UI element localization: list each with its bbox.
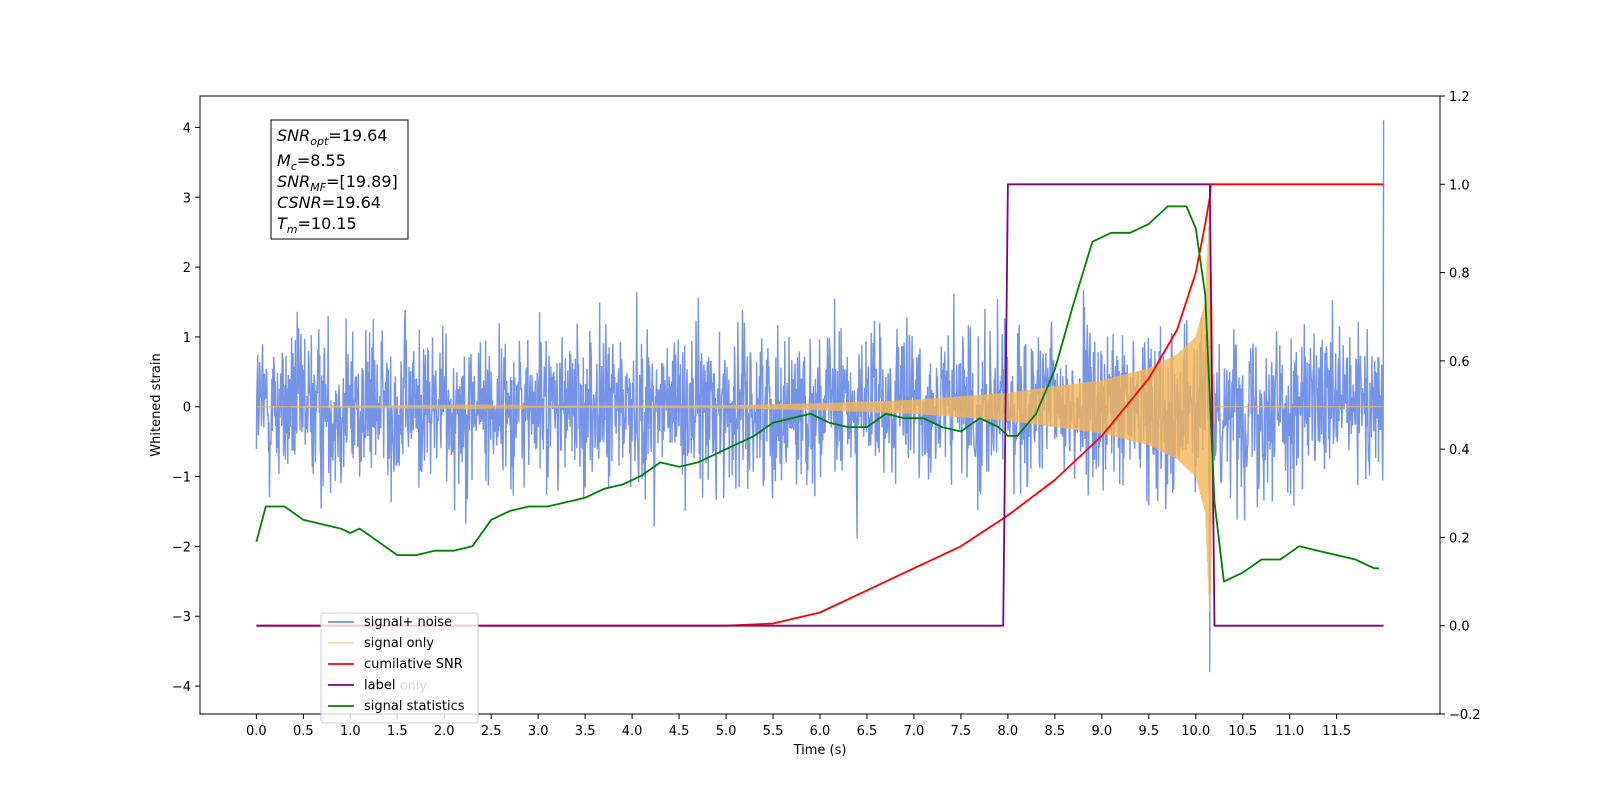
y2-tick-label: 0.2	[1449, 531, 1470, 546]
x-tick-label: 10.5	[1228, 724, 1257, 739]
x-tick-label: 1.5	[387, 724, 408, 739]
y2-tick-label: 1.0	[1449, 178, 1470, 193]
x-tick-label: 0.5	[293, 724, 314, 739]
x-tick-label: 2.5	[481, 724, 502, 739]
annotation-frame	[270, 119, 409, 240]
legend-entry: signal only	[364, 636, 434, 651]
legend-frame	[320, 612, 479, 724]
legend-ghost-entry: label only	[364, 679, 427, 694]
x-tick-label: 11.5	[1322, 724, 1351, 739]
x-tick-label: 5.0	[716, 724, 737, 739]
y-tick-label: −1	[172, 471, 191, 486]
x-tick-label: 10.0	[1181, 724, 1210, 739]
x-tick-label: 9.5	[1138, 724, 1159, 739]
x-tick-label: 5.5	[763, 724, 784, 739]
y-tick-label: 1	[183, 331, 191, 346]
y2-tick-label: 0.8	[1449, 267, 1470, 282]
x-tick-label: 9.0	[1091, 724, 1112, 739]
y2-tick-label: −0.2	[1449, 708, 1481, 723]
y-tick-label: 4	[183, 121, 191, 136]
x-tick-label: 6.5	[857, 724, 878, 739]
annotation-line: CSNR=19.64	[277, 193, 381, 212]
ticks-layer: 0.0 0.5 1.0 1.5 2.0 2.5 3.0 3.5 4.0 4.5 5.0 5.5 6.0 6…	[172, 90, 1481, 739]
x-tick-label: 4.5	[669, 724, 690, 739]
x-tick-label: 3.0	[528, 724, 549, 739]
x-axis-label: Time (s)	[793, 743, 847, 758]
x-tick-label: 0.0	[246, 724, 267, 739]
legend-entry: signal+ noise	[364, 615, 452, 630]
annotation-line: SNRMF=[19.89]	[277, 172, 398, 194]
annotation-box: SNRopt=19.64 Mc=8.55SNRMF=[19.89]CSNR=19.…	[270, 119, 409, 240]
y-tick-label: 0	[183, 401, 191, 416]
y-tick-label: 2	[183, 261, 191, 276]
annotation-line: SNRopt=19.64	[277, 126, 388, 148]
legend-entry: signal statistics	[364, 699, 465, 714]
legend-entry: cumilative SNR	[364, 657, 463, 672]
series-layer	[255, 120, 1385, 673]
x-tick-label: 11.0	[1275, 724, 1304, 739]
x-tick-label: 1.0	[340, 724, 361, 739]
annotation-line: Mc=8.55	[277, 151, 346, 173]
annotation-line: Tm=10.15	[277, 214, 357, 236]
x-tick-label: 2.0	[434, 724, 455, 739]
x-tick-label: 7.5	[951, 724, 972, 739]
x-tick-label: 8.5	[1045, 724, 1066, 739]
series-cumulative-snr	[256, 183, 1384, 627]
y-tick-label: 3	[183, 191, 191, 206]
series-signal-statistics	[255, 205, 1379, 583]
y2-tick-label: 0.0	[1449, 620, 1470, 635]
y2-tick-label: 0.4	[1449, 443, 1470, 458]
y2-tick-label: 1.2	[1449, 90, 1470, 105]
series-signal-only	[256, 205, 1384, 613]
legend: label only signal+ noise signal only cumila…	[320, 612, 479, 724]
y2-tick-label: 0.6	[1449, 355, 1470, 370]
series-label	[256, 183, 1384, 627]
x-tick-label: 4.0	[622, 724, 643, 739]
y-axis-label: Whitened strain	[149, 353, 164, 456]
x-tick-label: 7.0	[904, 724, 925, 739]
y-tick-label: −4	[172, 680, 191, 695]
legend-entry: label	[364, 678, 395, 693]
x-tick-label: 8.0	[998, 724, 1019, 739]
y-tick-label: −3	[172, 610, 191, 625]
x-tick-label: 3.5	[575, 724, 596, 739]
y-tick-label: −2	[172, 540, 191, 555]
x-tick-label: 6.0	[810, 724, 831, 739]
